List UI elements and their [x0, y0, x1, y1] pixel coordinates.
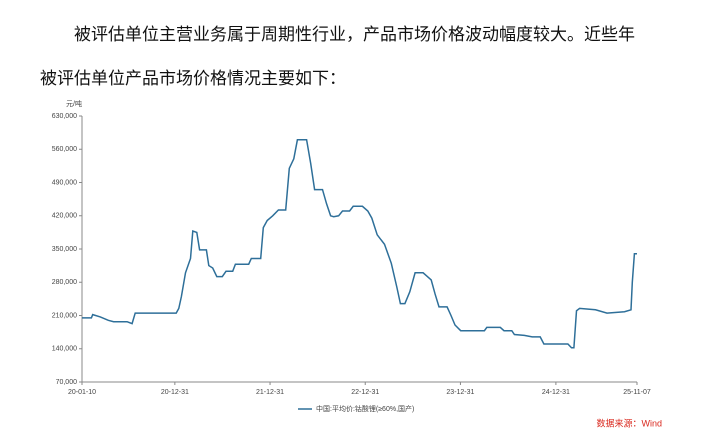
x-tick-label: 22-12-31	[351, 389, 379, 396]
x-tick-label: 23-12-31	[446, 389, 474, 396]
y-tick-label: 420,000	[52, 213, 77, 220]
x-tick-label: 20-01-10	[68, 389, 96, 396]
y-tick-label: 210,000	[52, 312, 77, 319]
paragraph-line: 被评估单位主营业务属于周期性行业，产品市场价格波动幅度较大。近些年	[74, 25, 635, 44]
y-tick-label: 70,000	[56, 379, 78, 386]
y-unit: 元/吨	[66, 99, 82, 108]
x-tick-label: 25-11-07	[623, 389, 651, 396]
x-tick-label: 24-12-31	[542, 389, 570, 396]
legend-label: 中国:平均价:钴酸锂(≥60%,国产)	[316, 404, 414, 413]
y-tick-label: 350,000	[52, 246, 77, 253]
paragraph-line: 被评估单位产品市场价格情况主要如下：	[40, 69, 346, 88]
y-tick-label: 490,000	[52, 179, 77, 186]
x-tick-label: 21-12-31	[256, 389, 284, 396]
y-tick-label: 630,000	[52, 113, 77, 120]
line	[82, 139, 637, 349]
x-tick-label: 20-12-31	[161, 389, 189, 396]
y-tick-label: 140,000	[52, 346, 77, 353]
y-tick-label: 560,000	[52, 146, 77, 153]
y-tick-label: 280,000	[52, 279, 77, 286]
source: 数据来源：Wind	[596, 417, 662, 428]
